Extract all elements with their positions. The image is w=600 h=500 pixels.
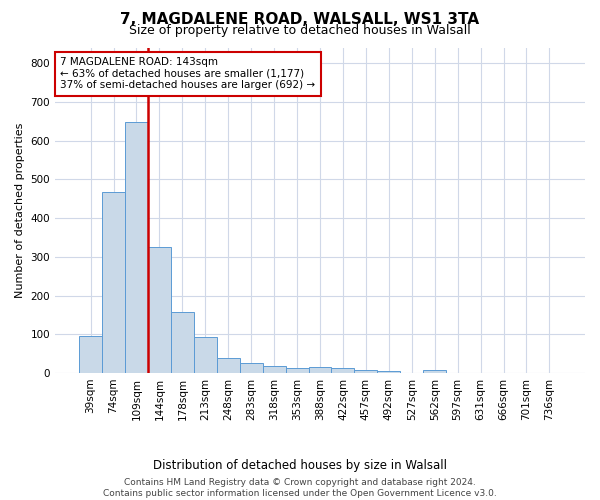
Text: Distribution of detached houses by size in Walsall: Distribution of detached houses by size … [153,460,447,472]
Bar [125,122,148,373]
Bar [194,337,217,373]
Bar [331,368,355,373]
Bar [240,364,263,373]
Bar [308,367,331,373]
Text: 7, MAGDALENE ROAD, WALSALL, WS1 3TA: 7, MAGDALENE ROAD, WALSALL, WS1 3TA [121,12,479,28]
Text: 7 MAGDALENE ROAD: 143sqm
← 63% of detached houses are smaller (1,177)
37% of sem: 7 MAGDALENE ROAD: 143sqm ← 63% of detach… [61,58,316,90]
Bar [79,336,102,373]
Bar [286,368,308,373]
Bar [148,247,171,373]
Text: Contains HM Land Registry data © Crown copyright and database right 2024.
Contai: Contains HM Land Registry data © Crown c… [103,478,497,498]
Bar [171,312,194,373]
Bar [355,370,377,373]
Bar [377,371,400,373]
Y-axis label: Number of detached properties: Number of detached properties [15,122,25,298]
Bar [217,358,240,373]
Bar [423,370,446,373]
Text: Size of property relative to detached houses in Walsall: Size of property relative to detached ho… [129,24,471,37]
Bar [102,192,125,373]
Bar [263,366,286,373]
